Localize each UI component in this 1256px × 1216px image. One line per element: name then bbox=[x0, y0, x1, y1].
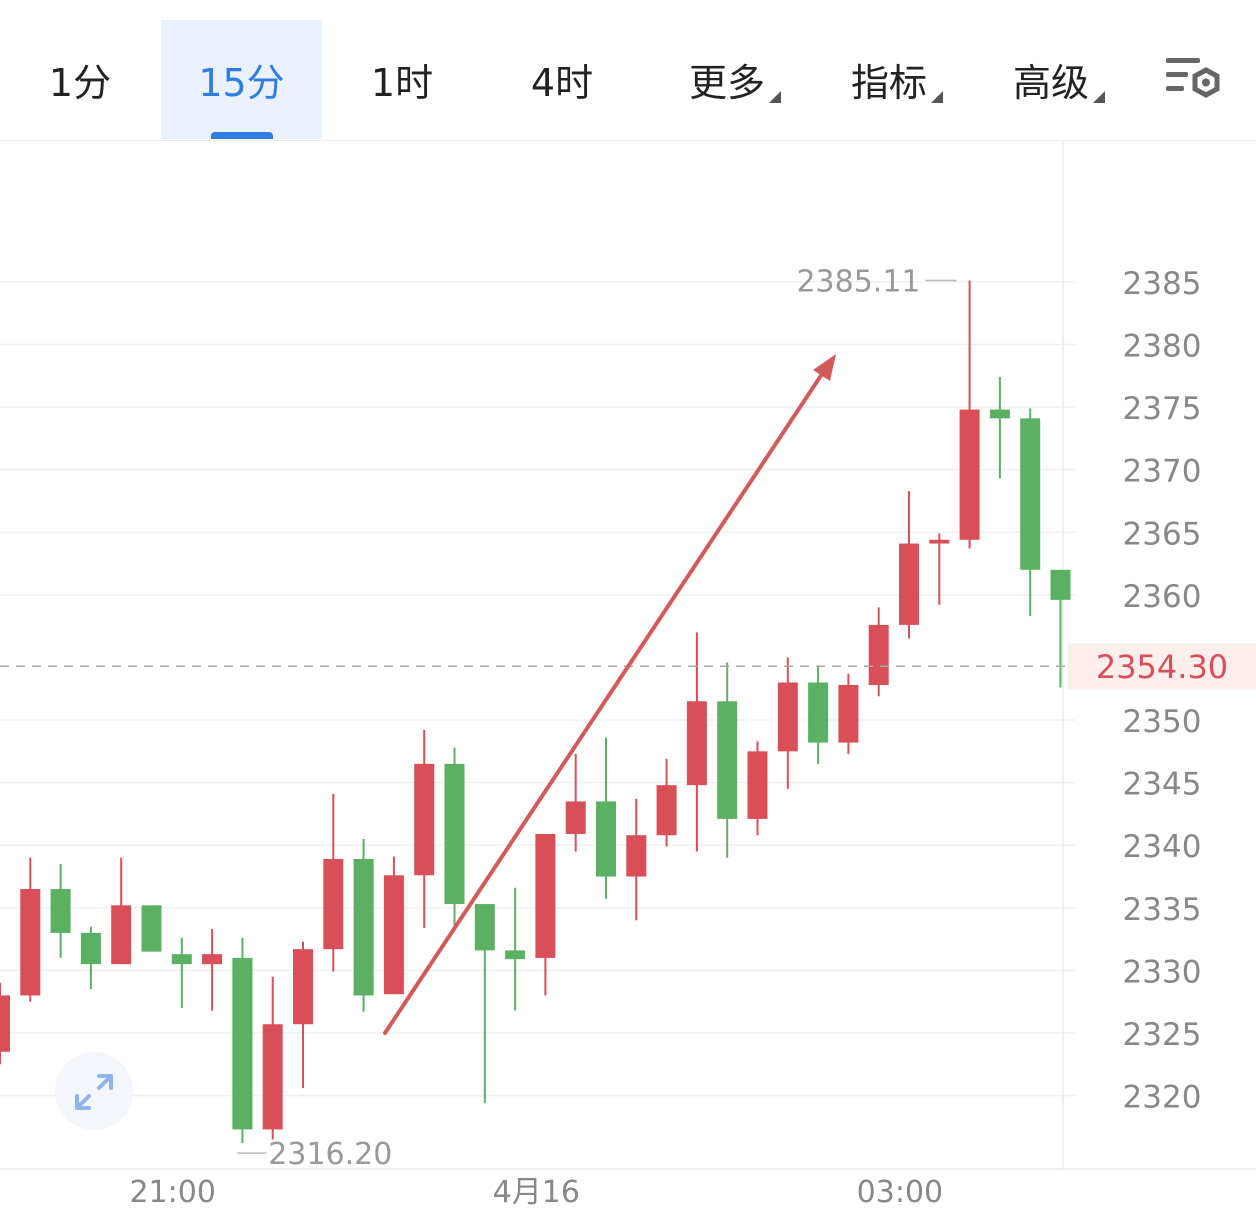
candle-body bbox=[293, 949, 313, 1025]
current-price-label: 2354.30 bbox=[1096, 648, 1228, 686]
price-tick-label: 2335 bbox=[1123, 892, 1202, 928]
candle-body bbox=[474, 904, 495, 951]
candle-body bbox=[535, 833, 556, 958]
candle-body bbox=[959, 409, 980, 540]
time-axis: 21:00 4月16 03:00 bbox=[129, 1175, 943, 1210]
candle-body bbox=[262, 1024, 283, 1130]
price-tick-label: 2325 bbox=[1123, 1017, 1202, 1053]
candle-body bbox=[80, 932, 101, 965]
extreme-markers: 2385.11 2316.20 bbox=[237, 265, 957, 1172]
candle-body bbox=[414, 763, 435, 876]
price-tick-label: 2380 bbox=[1123, 328, 1202, 364]
candle-body bbox=[565, 801, 586, 834]
expand-arrows-icon bbox=[75, 1074, 113, 1110]
candle-body bbox=[202, 954, 223, 965]
candle-body bbox=[232, 957, 253, 1130]
price-tick-label: 2345 bbox=[1123, 767, 1202, 803]
tab-advanced-dropdown[interactable]: 高级 bbox=[984, 20, 1134, 139]
candle-body bbox=[20, 889, 41, 996]
trend-arrow bbox=[383, 354, 836, 1035]
chart-settings-icon bbox=[1166, 58, 1220, 98]
price-tick-label: 2340 bbox=[1123, 829, 1202, 865]
grid-lines bbox=[0, 281, 1075, 1097]
price-tick-label: 2365 bbox=[1123, 516, 1202, 552]
candle-body bbox=[323, 859, 344, 950]
max-price-label: 2385.11 bbox=[796, 265, 920, 300]
tab-1hour[interactable]: 1时 bbox=[322, 20, 482, 139]
candle-body bbox=[353, 859, 374, 996]
price-tick-label: 2370 bbox=[1123, 454, 1202, 490]
candle-body bbox=[596, 801, 616, 877]
candle-body bbox=[717, 701, 738, 819]
min-price-label: 2316.20 bbox=[268, 1137, 392, 1172]
tab-label: 指标 bbox=[850, 61, 927, 105]
tab-4hour[interactable]: 4时 bbox=[482, 20, 642, 139]
tab-1min[interactable]: 1分 bbox=[0, 20, 160, 139]
active-tab-indicator bbox=[210, 132, 273, 139]
candle-body bbox=[989, 409, 1010, 419]
candle-body bbox=[141, 905, 162, 952]
candle-body bbox=[0, 995, 10, 1052]
candle-body bbox=[171, 954, 192, 965]
candle-body bbox=[899, 543, 919, 625]
candle-body bbox=[747, 751, 768, 819]
dropdown-triangle-icon bbox=[1093, 91, 1105, 103]
tab-indicators-dropdown[interactable]: 指标 bbox=[822, 20, 972, 139]
candle-body bbox=[808, 682, 829, 743]
trend-arrow-line bbox=[383, 366, 828, 1035]
candle-body bbox=[777, 682, 798, 752]
tab-label: 更多 bbox=[688, 61, 765, 105]
price-axis: 2385 2380 2375 2370 2365 2360 2350 2345 2340 2335… bbox=[1123, 266, 1202, 1116]
time-tick-label: 4月16 bbox=[493, 1175, 580, 1210]
candles bbox=[0, 280, 1071, 1144]
candle-body bbox=[50, 889, 71, 933]
price-tick-label: 2320 bbox=[1123, 1080, 1202, 1116]
candlestick-chart[interactable]: 2385 2380 2375 2370 2365 2360 2350 2345 2340 2335… bbox=[0, 140, 1256, 1216]
candle-body bbox=[686, 701, 707, 786]
chart-settings-button[interactable] bbox=[1160, 52, 1226, 108]
candle-body bbox=[656, 785, 677, 836]
timeframe-tab-bar: 1分 15分 1时 4时 更多 指标 高级 bbox=[0, 0, 1256, 141]
candle-body bbox=[383, 875, 404, 995]
candle-body bbox=[1020, 418, 1041, 570]
candle-body bbox=[444, 763, 465, 905]
candle-body bbox=[505, 950, 526, 960]
tab-more-dropdown[interactable]: 更多 bbox=[660, 20, 810, 139]
dropdown-triangle-icon bbox=[769, 91, 781, 103]
fullscreen-button[interactable] bbox=[55, 1052, 133, 1130]
candle-body bbox=[929, 539, 950, 544]
tab-label: 4时 bbox=[530, 61, 594, 105]
candle-body bbox=[838, 684, 859, 743]
candle-body bbox=[111, 905, 132, 965]
price-tick-label: 2375 bbox=[1123, 391, 1202, 427]
tab-15min[interactable]: 15分 bbox=[161, 20, 322, 139]
price-tick-label: 2385 bbox=[1123, 266, 1202, 302]
tab-label: 高级 bbox=[1012, 61, 1089, 105]
tab-label: 1时 bbox=[370, 61, 434, 105]
tab-label: 1分 bbox=[48, 61, 112, 105]
price-tick-label: 2330 bbox=[1123, 954, 1202, 990]
price-tick-label: 2360 bbox=[1123, 579, 1202, 615]
trend-arrow-head bbox=[813, 354, 836, 381]
candle-body bbox=[1050, 569, 1071, 600]
current-price-badge bbox=[1068, 643, 1256, 690]
tab-label: 15分 bbox=[198, 61, 285, 105]
dropdown-triangle-icon bbox=[931, 91, 943, 103]
price-tick-label: 2350 bbox=[1123, 704, 1202, 740]
candle-body bbox=[626, 835, 647, 877]
time-tick-label: 03:00 bbox=[857, 1175, 943, 1210]
candle-body bbox=[868, 624, 889, 685]
current-price-line: 2354.30 bbox=[0, 643, 1256, 690]
time-tick-label: 21:00 bbox=[129, 1175, 215, 1210]
